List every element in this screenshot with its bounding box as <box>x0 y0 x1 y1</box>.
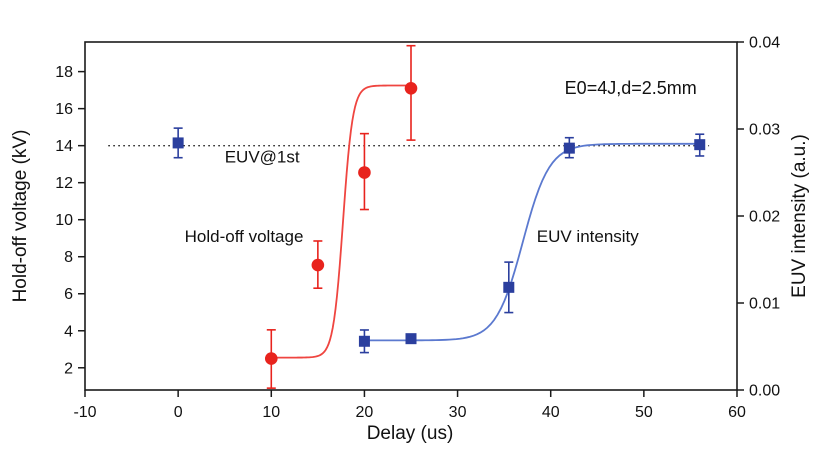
x-tick-label: 40 <box>542 404 560 421</box>
fit-curve-hold-off-voltage <box>274 84 414 359</box>
x-tick-label: 30 <box>449 404 467 421</box>
data-point-euv-intensity <box>358 335 370 347</box>
x-tick-label: 50 <box>635 404 653 421</box>
data-point-hold-off-voltage <box>264 352 278 365</box>
data-point-euv-intensity <box>405 333 417 345</box>
x-tick-label: 10 <box>262 404 280 421</box>
y-tick-label-right: 0.02 <box>749 209 780 226</box>
y-tick-label-left: 4 <box>64 323 73 340</box>
x-tick-label: 60 <box>728 404 746 421</box>
y-tick-label-left: 16 <box>55 101 73 118</box>
y-tick-label-right: 0.04 <box>749 35 780 52</box>
data-point-hold-off-voltage <box>404 81 418 95</box>
right-axis-title: EUV intensity (a.u.) <box>789 134 810 298</box>
data-point-euv-intensity <box>172 137 184 149</box>
annotation-euv-intensity: EUV intensity <box>537 227 640 246</box>
x-tick-label: 0 <box>174 404 183 421</box>
data-point-hold-off-voltage <box>358 166 371 179</box>
y-tick-label-left: 10 <box>55 212 73 229</box>
annotation-e0-4j-d-2-5mm: E0=4J,d=2.5mm <box>565 78 697 98</box>
y-tick-label-right: 0.03 <box>749 122 780 139</box>
y-tick-label-left: 12 <box>55 175 73 192</box>
data-point-euv-intensity <box>694 139 706 151</box>
x-tick-label: -10 <box>73 404 96 421</box>
x-tick-label: 20 <box>356 404 374 421</box>
data-point-euv-intensity <box>503 281 515 293</box>
annotation-euv-1st: EUV@1st <box>225 147 300 166</box>
y-tick-label-right: 0.00 <box>749 383 780 400</box>
data-point-euv-intensity <box>563 142 575 154</box>
y-tick-label-left: 6 <box>64 286 73 303</box>
y-tick-label-right: 0.01 <box>749 296 780 313</box>
y-tick-label-left: 2 <box>64 360 73 377</box>
data-point-hold-off-voltage <box>311 258 325 272</box>
y-tick-label-left: 18 <box>55 64 73 81</box>
fit-curve-euv-intensity <box>359 142 705 342</box>
x-axis-title: Delay (us) <box>366 423 454 444</box>
y-tick-label-left: 8 <box>64 249 73 266</box>
y-tick-label-left: 14 <box>55 138 73 155</box>
annotation-hold-off-voltage: Hold-off voltage <box>185 227 304 246</box>
left-axis-title: Hold-off voltage (kV) <box>10 129 31 303</box>
